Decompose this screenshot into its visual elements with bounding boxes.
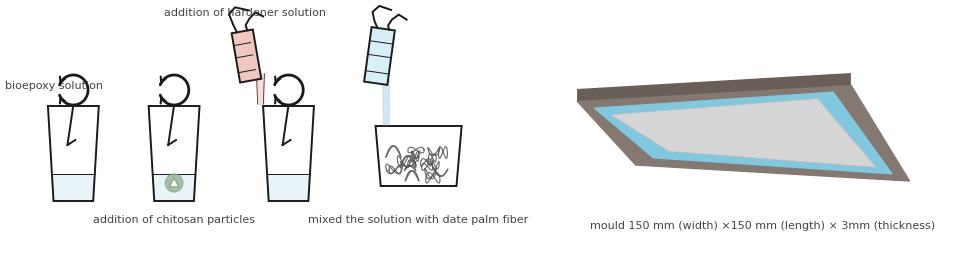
Polygon shape [153, 174, 195, 201]
Text: mixed the solution with date palm fiber: mixed the solution with date palm fiber [308, 215, 528, 225]
Polygon shape [577, 85, 910, 181]
Polygon shape [364, 27, 395, 85]
Text: addition of chitosan particles: addition of chitosan particles [93, 215, 255, 225]
Polygon shape [232, 30, 261, 82]
Polygon shape [577, 73, 851, 101]
Polygon shape [595, 92, 892, 174]
Text: mould 150 mm (width) ×150 mm (length) × 3mm (thickness): mould 150 mm (width) ×150 mm (length) × … [590, 221, 935, 231]
Polygon shape [267, 174, 310, 201]
Polygon shape [375, 126, 461, 186]
Polygon shape [610, 99, 877, 167]
Polygon shape [52, 174, 95, 201]
Text: bioepoxy solution: bioepoxy solution [5, 81, 103, 91]
Polygon shape [170, 178, 179, 187]
Circle shape [166, 174, 183, 192]
Text: addition of hardener solution: addition of hardener solution [164, 8, 326, 18]
